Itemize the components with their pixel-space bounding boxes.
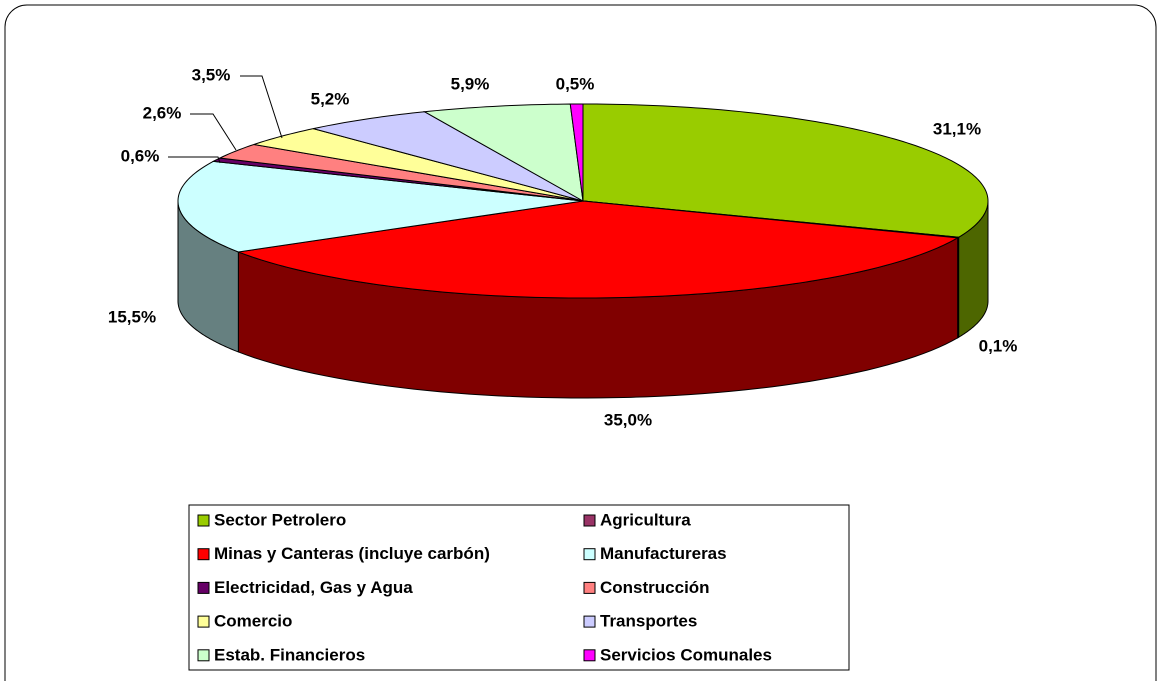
data-label: 31,1% — [933, 119, 981, 138]
pie — [177, 103, 989, 399]
legend-swatch — [197, 581, 210, 594]
legend-swatch — [583, 649, 596, 662]
legend-swatch — [197, 548, 210, 561]
pie-slice — [313, 111, 584, 202]
data-label: 35,0% — [604, 410, 652, 429]
legend-swatch — [583, 548, 596, 561]
legend-label: Minas y Canteras (incluye carbón) — [214, 544, 490, 563]
data-label: 0,1% — [979, 336, 1018, 355]
data-label: 2,6% — [143, 103, 182, 122]
data-label: 0,6% — [121, 146, 160, 165]
legend-swatch — [197, 649, 210, 662]
leader-line — [240, 75, 283, 139]
legend-swatch — [197, 615, 210, 628]
leader-line — [190, 113, 237, 151]
legend-items: Sector Petrolero Agricultura Minas y Cante… — [197, 510, 772, 664]
pie-slice — [569, 103, 584, 202]
legend-label: Construcción — [600, 578, 710, 597]
data-label: 15,5% — [108, 307, 156, 326]
legend-swatch — [583, 514, 596, 527]
leader-line — [168, 156, 221, 164]
data-label: 0,5% — [556, 74, 595, 93]
pie-slice — [582, 103, 989, 238]
data-label: 5,9% — [451, 74, 490, 93]
legend-label: Transportes — [600, 612, 697, 631]
data-label: 5,2% — [311, 89, 350, 108]
data-label: 3,5% — [192, 65, 231, 84]
legend-label: Comercio — [214, 612, 292, 631]
pie-slice — [422, 103, 584, 202]
pie-slice — [218, 143, 584, 202]
legend-swatch — [583, 581, 596, 594]
legend — [188, 504, 850, 671]
data-labels: 31,1% 0,1% 35,0% 15,5% 0,6% 2,6% 3,5% 5,2% 5,9% 0… — [108, 65, 1017, 429]
legend-swatch — [583, 615, 596, 628]
legend-label: Sector Petrolero — [214, 510, 346, 529]
legend-label: Agricultura — [600, 510, 691, 529]
pie-slice — [236, 200, 960, 299]
pie-slice — [177, 160, 584, 253]
legend-label: Electricidad, Gas y Agua — [214, 578, 413, 597]
legend-swatch — [197, 514, 210, 527]
legend-label: Manufactureras — [600, 544, 727, 563]
legend-label: Servicios Comunales — [600, 645, 772, 664]
legend-label: Estab. Financieros — [214, 645, 365, 664]
